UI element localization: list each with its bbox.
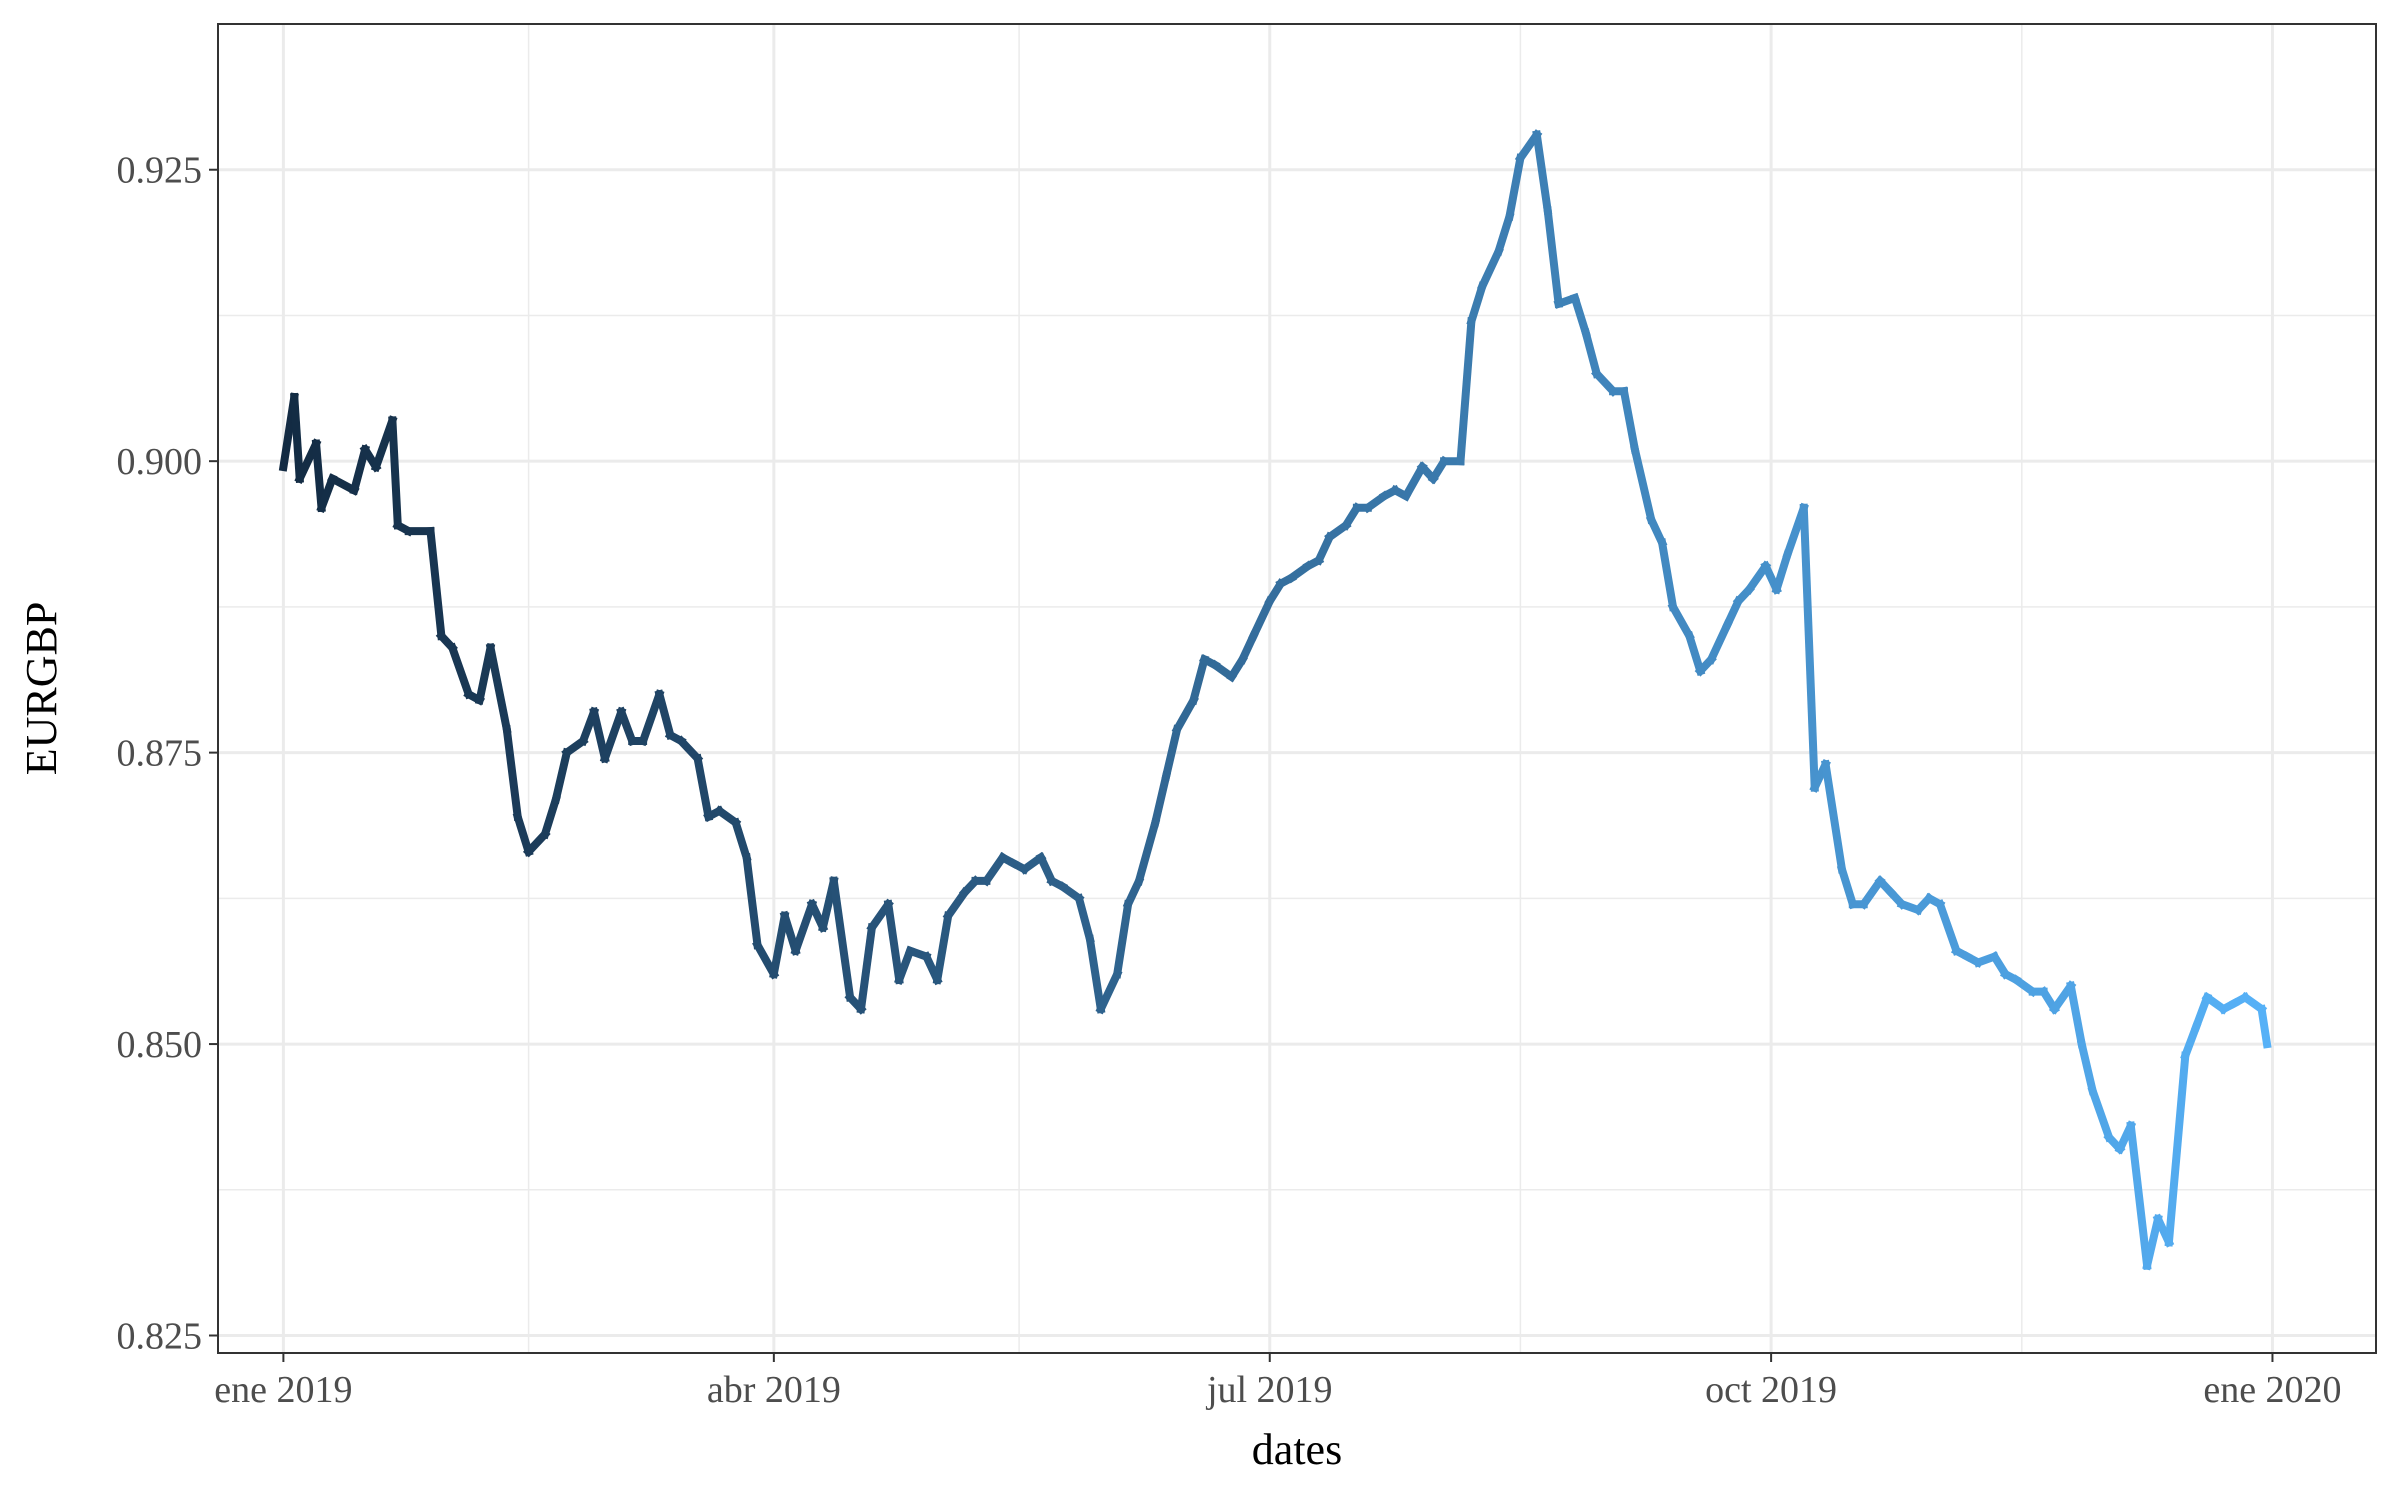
x-tick-label: oct 2019 [1705, 1369, 1837, 1411]
series-segment [894, 945, 916, 986]
series-segment [1150, 771, 1172, 828]
series-segment [551, 747, 572, 805]
series-segment [790, 899, 818, 956]
x-tick-label: abr 2019 [707, 1369, 841, 1411]
series-segment [883, 899, 904, 985]
series-segment [290, 392, 304, 483]
x-tick-label: ene 2019 [214, 1369, 352, 1411]
series-segment [1504, 153, 1526, 222]
x-axis-title: dates [1252, 1425, 1342, 1474]
series-segment [1771, 549, 1793, 595]
series-segment [1645, 514, 1668, 549]
series-segment [1684, 630, 1706, 677]
series-segment [829, 876, 855, 1002]
series-layer [278, 129, 2272, 1271]
series-segment [1705, 619, 1733, 665]
series-segment [856, 923, 877, 1014]
y-tick-label: 0.825 [117, 1316, 203, 1358]
series-segment [426, 526, 446, 641]
series-segment [1630, 444, 1657, 525]
series-segment [485, 642, 512, 735]
series-segment [1836, 864, 1858, 910]
series-segment [1476, 245, 1504, 292]
series-segment [589, 706, 610, 764]
series-segment [1543, 206, 1564, 309]
minor-gridlines [218, 24, 2376, 1353]
series-segment [2076, 1039, 2098, 1096]
series-segment [1112, 899, 1133, 979]
panel-border [217, 23, 2377, 1354]
series-segment [316, 473, 338, 513]
series-segment [742, 853, 762, 950]
series-segment [326, 473, 360, 496]
y-tick-label: 0.925 [117, 150, 203, 192]
series-segment [2164, 1051, 2190, 1247]
series-segment [2066, 981, 2087, 1049]
series-segment [2087, 1085, 2115, 1143]
series-segment [980, 851, 1009, 887]
series-segment [2180, 1021, 2202, 1061]
series-segment [1821, 759, 1847, 874]
series-segment [1400, 461, 1428, 502]
series-segment [654, 689, 676, 740]
series-segment [932, 911, 953, 985]
series-segment [769, 911, 790, 979]
x-axis: ene 2019 abr 2019 jul 2019 oct 2019 ene 2020 [214, 1353, 2342, 1411]
y-tick-label: 0.875 [117, 733, 203, 775]
series-segment [1619, 386, 1640, 455]
y-tick-label: 0.850 [117, 1024, 203, 1066]
series-segment [1580, 328, 1602, 379]
series-segment [692, 753, 714, 822]
series-segment [1134, 817, 1161, 886]
series-segment [311, 439, 326, 513]
series-segment [616, 706, 638, 747]
major-gridlines [218, 24, 2376, 1353]
series-segment [1569, 292, 1591, 338]
series-segment [539, 794, 561, 840]
series-segment [1466, 281, 1488, 327]
series-segment [1248, 595, 1276, 642]
series-segment [1722, 595, 1744, 630]
series-segment [599, 706, 627, 764]
series-segment [1074, 893, 1095, 944]
y-axis: 0.825 0.850 0.875 0.900 0.925 [117, 150, 218, 1358]
series-segment [512, 811, 534, 857]
series-segment [1493, 211, 1515, 257]
series-segment [388, 416, 403, 530]
series-segment [1085, 934, 1106, 1014]
series-segment [730, 817, 752, 863]
series-segment [1171, 694, 1199, 735]
series-segment [942, 886, 971, 922]
series-segment [2126, 1121, 2152, 1271]
series-segment [2257, 1004, 2272, 1049]
series-segment [2142, 1214, 2163, 1271]
series-segment [502, 724, 523, 822]
series-segment [1858, 875, 1886, 910]
series-segment [1122, 875, 1145, 910]
series-segment [1657, 538, 1678, 612]
x-tick-label: jul 2019 [1205, 1369, 1333, 1411]
series-segment [1667, 601, 1695, 642]
series-segment [1532, 130, 1553, 216]
series-segment [1934, 899, 1962, 956]
y-tick-label: 0.900 [117, 441, 203, 483]
series-segment [1799, 503, 1819, 792]
series-segment [1237, 630, 1259, 665]
series-segment [638, 689, 665, 747]
series-segment [1188, 654, 1210, 706]
series-segment [1456, 317, 1476, 466]
series-segment [447, 642, 474, 700]
series-segment [1095, 968, 1123, 1015]
series-segment [349, 444, 370, 496]
series-segment [1743, 560, 1772, 595]
x-tick-label: ene 2020 [2203, 1369, 2341, 1411]
series-segment [2191, 992, 2213, 1032]
y-axis-title: EURGBP [17, 602, 66, 776]
series-segment [1161, 724, 1182, 781]
